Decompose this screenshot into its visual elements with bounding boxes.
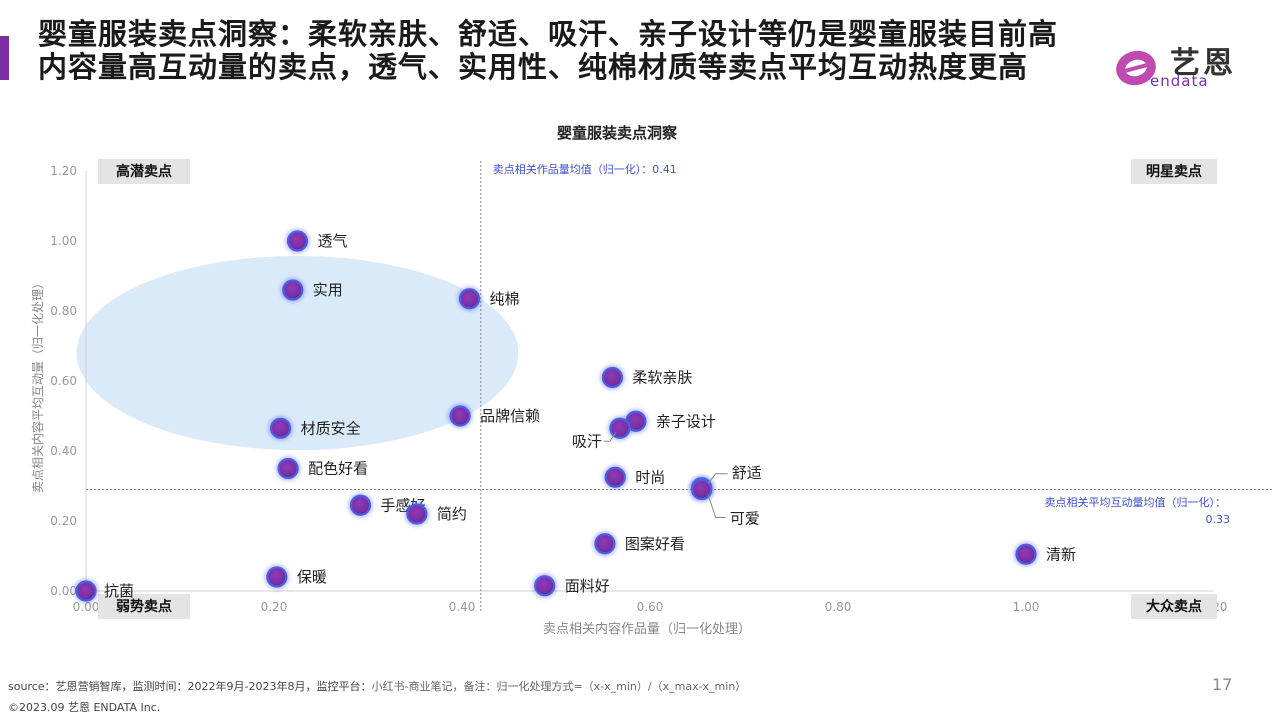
data-label: 纯棉 — [490, 290, 520, 308]
data-point — [406, 503, 428, 525]
data-label: 柔软亲肤 — [632, 369, 692, 387]
highlight-circle — [76, 255, 519, 451]
data-point — [266, 566, 288, 588]
data-point — [449, 405, 471, 427]
y-mean-label: 卖点相关平均互动量均值（归一化）： — [1045, 495, 1227, 509]
data-point — [609, 417, 631, 439]
quadrant-top-right-label: 明星卖点 — [1146, 163, 1202, 180]
chart-title: 婴童服装卖点洞察 — [557, 124, 678, 142]
data-label: 抗菌 — [104, 582, 134, 600]
x-tick-label: 0.20 — [261, 600, 288, 614]
y-tick-label: 0.40 — [50, 444, 77, 458]
title-accent-bar — [0, 36, 9, 80]
logo-subtext: endata — [1150, 72, 1209, 90]
title-line-1: 婴童服装卖点洞察：柔软亲肤、舒适、吸汗、亲子设计等仍是婴童服装目前高 — [38, 17, 1059, 51]
data-label: 简约 — [437, 505, 467, 523]
x-tick-label: 0.00 — [73, 600, 100, 614]
data-label: 可爱 — [730, 510, 760, 528]
leader-line — [707, 493, 726, 518]
quadrant-top-left-box — [98, 159, 190, 184]
x-tick-label: 0.40 — [449, 600, 476, 614]
quadrant-top-right-box — [1131, 159, 1217, 184]
data-label: 亲子设计 — [656, 412, 716, 430]
data-point — [594, 533, 616, 555]
scatter-chart: 0.00 0.20 0.40 0.60 0.80 1.00 1.20 0.00 0.20 0.40… — [30, 124, 1274, 637]
data-point — [269, 417, 292, 439]
source-suffix: 小红书-商业笔记，备注：归一化处理方式=（x-x_min）/（x_max-x_m… — [371, 680, 747, 693]
data-label: 配色好看 — [308, 460, 368, 478]
y-tick-label: 1.00 — [50, 234, 77, 248]
y-tick-label: 0.00 — [50, 584, 77, 598]
data-point — [604, 466, 626, 488]
data-label: 保暖 — [297, 568, 327, 586]
leader-line — [603, 431, 617, 442]
leader-line — [707, 473, 728, 485]
footer-copyright: ©2023.09 艺恩 ENDATA Inc. — [8, 701, 161, 714]
data-label: 材质安全 — [301, 419, 361, 437]
y-tick-label: 0.20 — [50, 514, 77, 528]
data-label: 图案好看 — [625, 535, 685, 553]
quadrant-bottom-left-box — [98, 594, 190, 619]
data-point — [75, 580, 97, 602]
source-prefix: source：艺恩营销智库，监测时间：2022年9月-2023年8月，监控平台： — [8, 680, 372, 693]
data-point — [286, 230, 309, 252]
footer-source: source：艺恩营销智库，监测时间：2022年9月-2023年8月，监控平台：… — [8, 678, 746, 694]
page-title: 婴童服装卖点洞察：柔软亲肤、舒适、吸汗、亲子设计等仍是婴童服装目前高 内容量高互… — [38, 18, 1138, 84]
data-label: 舒适 — [732, 464, 762, 482]
x-mean-label: 卖点相关作品量均值（归一化）：0.41 — [493, 162, 677, 176]
data-point — [458, 288, 481, 310]
y-tick-label: 1.20 — [50, 164, 77, 178]
quadrant-bottom-left-label: 弱势卖点 — [116, 598, 172, 615]
data-label: 实用 — [313, 281, 343, 299]
y-tick-label: 0.80 — [50, 304, 77, 318]
y-tick-label: 0.60 — [50, 374, 77, 388]
data-point — [534, 575, 556, 597]
logo-text: 艺恩 — [1170, 46, 1236, 81]
x-tick-label: 0.60 — [637, 600, 664, 614]
title-line-2: 内容量高互动量的卖点，透气、实用性、纯棉材质等卖点平均互动热度更高 — [38, 50, 1029, 84]
data-label: 清新 — [1046, 545, 1076, 563]
data-point — [349, 494, 372, 516]
y-mean-value-label: 0.33 — [1206, 513, 1231, 526]
data-label: 透气 — [318, 232, 348, 250]
data-label: 时尚 — [635, 468, 665, 486]
x-tick-label: 0.80 — [825, 600, 852, 614]
quadrant-top-left-label: 高潜卖点 — [116, 163, 172, 180]
data-point — [601, 366, 624, 389]
data-point — [691, 478, 713, 501]
quadrant-bottom-right-label: 大众卖点 — [1146, 598, 1202, 615]
quadrant-bottom-right-box — [1131, 594, 1217, 619]
data-label: 吸汗 — [572, 432, 602, 450]
data-point — [282, 279, 304, 301]
endata-logo-icon — [1116, 50, 1156, 86]
data-point — [277, 457, 299, 480]
x-tick-label: 1.00 — [1013, 600, 1040, 614]
data-point — [1015, 543, 1037, 565]
data-label: 面料好 — [565, 577, 610, 595]
data-label: 品牌信赖 — [480, 407, 540, 425]
x-axis-label: 卖点相关内容作品量（归一化处理） — [543, 621, 751, 637]
chart-root: 0.00 0.20 0.40 0.60 0.80 1.00 1.20 0.00 0.20 0.40… — [30, 124, 1274, 637]
page-number: 17 — [1212, 675, 1233, 694]
y-axis-label: 卖点相关内容平均互动量（归一化处理） — [30, 277, 45, 493]
